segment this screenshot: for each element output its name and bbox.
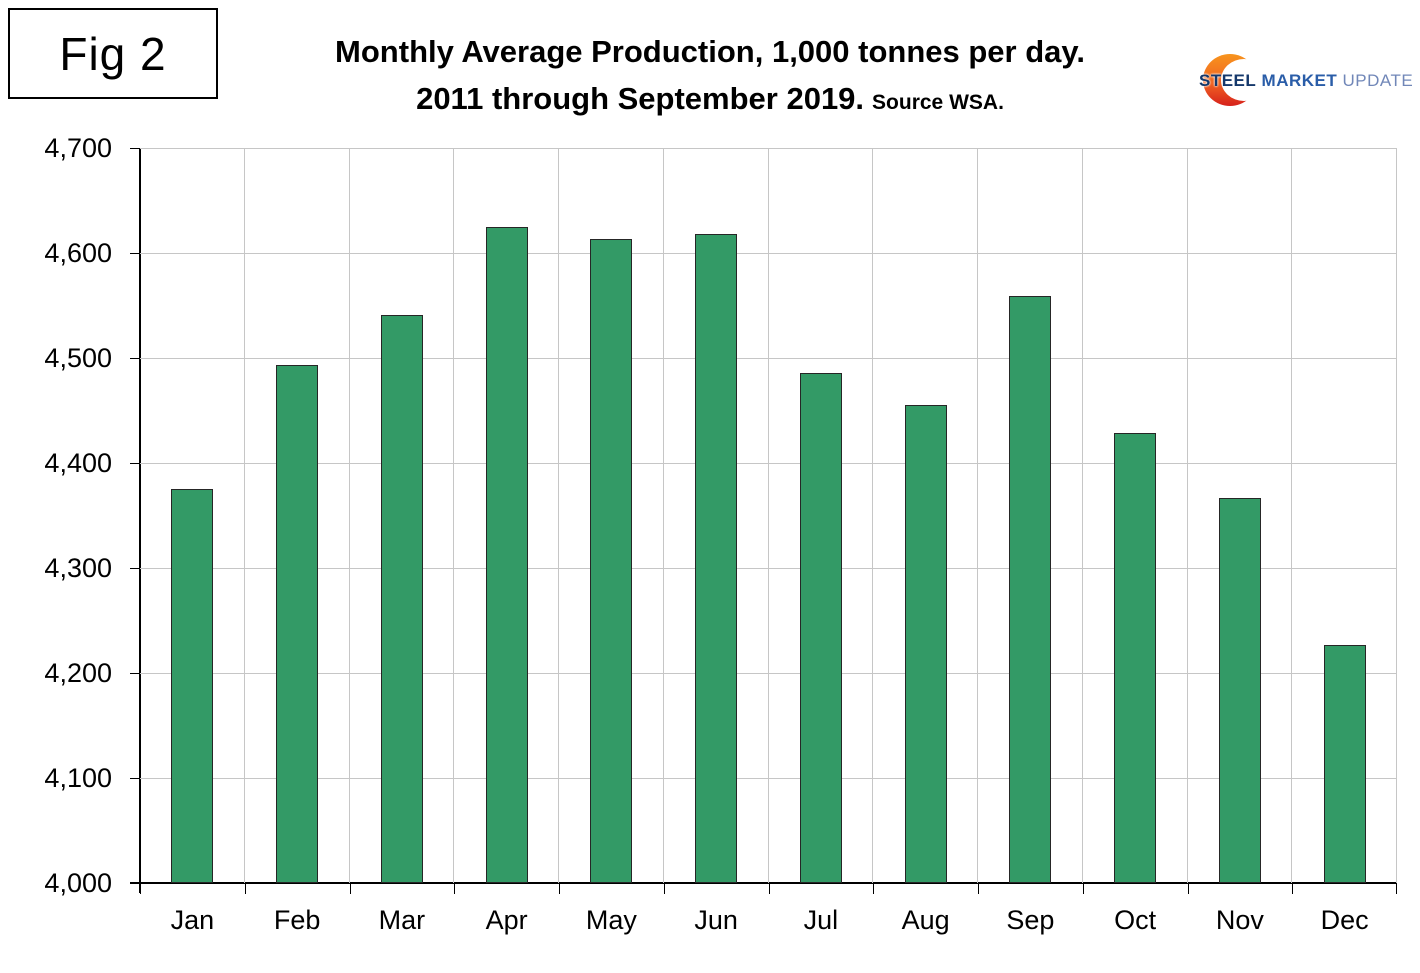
v-gridline [1081,148,1083,883]
x-axis-tick [559,884,560,894]
x-axis-tick [663,884,665,894]
v-gridline [453,148,455,883]
bar-apr [485,226,528,883]
x-axis-tick [1396,884,1397,894]
x-tick-label-nov: Nov [1215,905,1264,935]
v-gridline [243,148,245,883]
h-gridline [140,358,1397,359]
y-axis-line [139,148,141,893]
y-tick-label: 4,400 [44,448,112,478]
v-gridline [977,148,978,883]
bar-jun [695,234,738,883]
bar-oct [1114,432,1157,883]
y-axis-tick [130,673,140,674]
bar-mar [380,314,423,883]
y-axis-tick [130,148,140,149]
y-axis-tick [130,568,140,569]
x-axis-tick [1292,884,1294,894]
x-axis-tick [768,884,770,894]
h-gridline [140,778,1397,779]
y-axis-labels: 4,000 4,100 4,200 4,300 4,400 4,500 4,600 4,700 [0,133,118,898]
logo-crescent-cutout [1221,59,1267,101]
y-tick-label: 4,600 [44,238,112,268]
v-gridline [662,148,664,883]
x-axis-tick [1187,884,1189,894]
x-tick-label-dec: Dec [1320,905,1369,935]
x-tick-label-aug: Aug [901,905,950,935]
h-gridline [140,148,1397,149]
v-gridline [558,148,559,883]
bar-jul [799,372,842,883]
x-axis-tick [140,884,141,894]
chart-source: Source WSA. [872,91,1004,114]
y-axis-tick [130,883,140,884]
v-gridline [1291,148,1293,883]
y-tick-label: 4,500 [44,343,112,373]
x-tick-label-mar: Mar [378,905,426,935]
y-axis-tick [130,463,140,464]
x-axis-tick [873,884,875,894]
bar-aug [904,405,947,883]
logo-word-steel: STEEL [1199,71,1257,90]
y-tick-label: 4,200 [44,658,112,688]
x-tick-label-apr: Apr [485,905,528,935]
v-gridline [1396,148,1397,883]
bar-may [590,239,633,883]
x-tick-label-jul: Jul [803,905,839,935]
v-gridline [767,148,769,883]
steel-market-update-logo: STEEL MARKET UPDATE [1193,50,1413,112]
chart-title-line2: 2011 through September 2019. Source WSA. [225,75,1195,126]
h-gridline [140,463,1397,464]
bar-feb [276,365,319,883]
bar-jan [171,489,214,883]
bar-sep [1009,296,1052,883]
chart-title-period: 2011 through September 2019. [416,81,865,116]
figure-label-box: Fig 2 [8,8,218,99]
v-gridline [872,148,874,883]
v-gridline [1186,148,1188,883]
x-tick-label-may: May [585,905,637,935]
x-tick-label-jun: Jun [694,905,738,935]
chart-title-line1: Monthly Average Production, 1,000 tonnes… [335,34,1085,69]
x-axis-tick [244,884,246,894]
x-axis-tick [454,884,456,894]
y-tick-label: 4,300 [44,553,112,583]
x-axis-tick [349,884,351,894]
y-axis-tick [130,253,140,254]
y-axis-tick [130,358,140,359]
logo-text: STEEL MARKET UPDATE [1199,71,1413,91]
h-gridline [140,253,1397,254]
x-tick-label-jan: Jan [170,905,215,935]
chart-title: Monthly Average Production, 1,000 tonnes… [225,28,1195,126]
plot-area: Jan Feb Mar Apr May Jun Jul Aug Sep Oct Nov Dec [130,148,1397,935]
x-axis-tick [1082,884,1084,894]
y-tick-label: 4,700 [44,133,112,163]
x-tick-label-feb: Feb [273,905,321,935]
y-tick-label: 4,000 [44,868,112,898]
y-axis-tick [130,778,140,779]
figure-label: Fig 2 [59,27,167,80]
x-axis-tick [978,884,979,894]
bar-dec [1323,644,1366,883]
v-gridline [348,148,350,883]
h-gridline [140,673,1397,674]
x-tick-label-sep: Sep [1006,905,1055,935]
logo-word-market: MARKET [1261,71,1338,90]
y-tick-label: 4,100 [44,763,112,793]
logo-word-update: UPDATE [1342,71,1414,90]
x-tick-label-oct: Oct [1114,905,1157,935]
h-gridline [140,568,1397,569]
x-axis-line [130,882,1397,884]
bar-nov [1218,497,1261,883]
